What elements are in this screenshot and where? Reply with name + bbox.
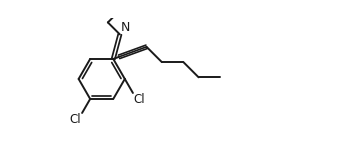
Text: Cl: Cl [134, 93, 145, 106]
Text: Cl: Cl [70, 113, 81, 126]
Text: N: N [121, 21, 130, 34]
